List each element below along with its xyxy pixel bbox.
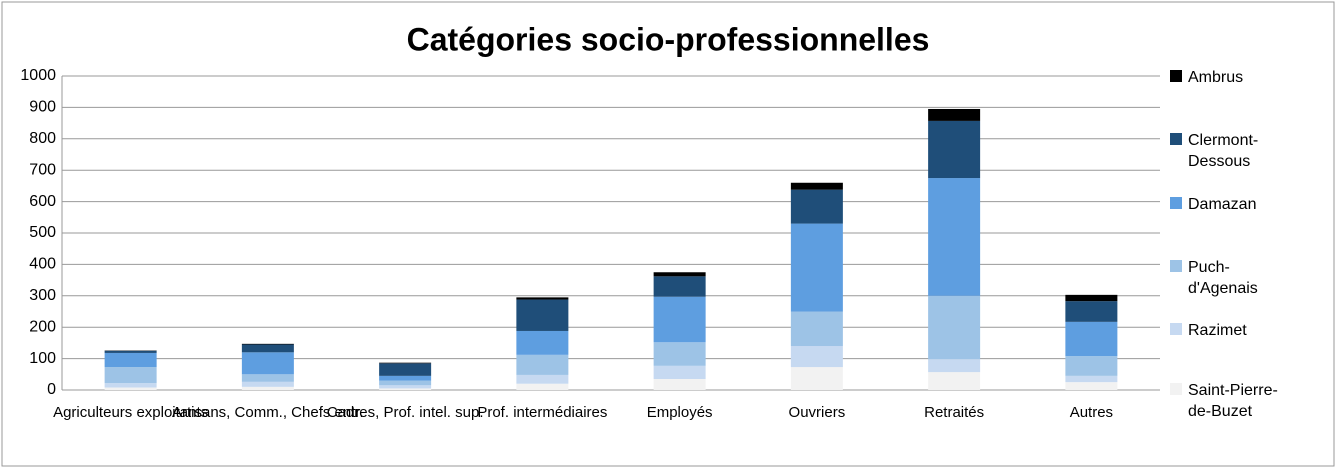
bar-segment	[516, 383, 569, 390]
legend-swatch	[1170, 197, 1182, 209]
x-tick-label: Cadres, Prof. intel. sup.	[327, 404, 484, 421]
y-tick-label: 200	[29, 318, 56, 335]
bar-segment	[653, 272, 706, 277]
bar-segment	[1065, 301, 1118, 322]
bar-segment	[928, 372, 981, 390]
legend-item: Damazan	[1170, 194, 1288, 215]
legend-label: Razimet	[1188, 322, 1247, 339]
legend-swatch	[1170, 260, 1182, 272]
bar-segment	[653, 342, 706, 366]
bar-segment	[790, 223, 843, 312]
bar-segment	[1065, 382, 1118, 390]
x-tick-label: Prof. intermédiaires	[477, 404, 607, 421]
bar-segment	[379, 362, 432, 364]
bar-segment	[104, 352, 157, 368]
bar-segment	[241, 343, 294, 345]
x-tick-label: Retraités	[924, 404, 984, 421]
bar-segment	[241, 374, 294, 382]
bar-segment	[653, 365, 706, 380]
legend-item: Ambrus	[1170, 67, 1288, 88]
bar-segment	[104, 367, 157, 384]
bar-segment	[928, 295, 981, 360]
bar-segment	[104, 350, 157, 353]
bar-segment	[379, 363, 432, 376]
bar-segment	[928, 178, 981, 296]
bar-segment	[1065, 356, 1118, 376]
bar-segment	[1065, 375, 1118, 383]
y-tick-label: 900	[29, 99, 56, 116]
bar-segment	[790, 182, 843, 190]
legend-item: Puch-d'Agenais	[1170, 257, 1288, 299]
bar-segment	[790, 189, 843, 224]
y-tick-label: 300	[29, 287, 56, 304]
y-tick-label: 500	[29, 224, 56, 241]
y-tick-label: 0	[47, 381, 56, 398]
legend-item: Razimet	[1170, 320, 1288, 341]
bar-segment	[516, 354, 569, 375]
bar-segment	[790, 311, 843, 347]
bar-segment	[516, 297, 569, 300]
bar-segment	[241, 386, 294, 390]
y-tick-label: 100	[29, 350, 56, 367]
y-tick-label: 400	[29, 256, 56, 273]
legend-label: Saint-Pierre-de-Buzet	[1188, 382, 1278, 420]
x-tick-label: Autres	[1070, 404, 1113, 421]
bar-segment	[653, 379, 706, 390]
bar-segment	[379, 388, 432, 390]
y-tick-label: 800	[29, 130, 56, 147]
legend-label: Ambrus	[1188, 69, 1244, 86]
bar-segment	[379, 385, 432, 389]
bar-segment	[241, 352, 294, 375]
legend-label: Puch-d'Agenais	[1188, 259, 1258, 297]
legend-swatch	[1170, 323, 1182, 335]
legend-label: Clermont-Dessous	[1188, 132, 1259, 170]
y-tick-label: 1000	[20, 67, 56, 84]
bar-segment	[379, 380, 432, 386]
x-tick-label: Agriculteurs exploitants	[53, 404, 208, 421]
x-tick-label: Artisans, Comm., Chefs entr.	[172, 404, 364, 421]
legend-item: Clermont-Dessous	[1170, 130, 1288, 172]
bar-segment	[928, 108, 981, 121]
legend-label: Damazan	[1188, 196, 1257, 213]
legend-swatch	[1170, 133, 1182, 145]
x-tick-label: Ouvriers	[789, 404, 846, 421]
legend-swatch	[1170, 70, 1182, 82]
bar-segment	[1065, 321, 1118, 357]
bar-segment	[653, 296, 706, 343]
x-tick-label: Employés	[647, 404, 713, 421]
bar-segment	[516, 374, 569, 384]
bar-segment	[516, 330, 569, 355]
bar-segment	[516, 299, 569, 331]
bar-segment	[104, 387, 157, 390]
bar-segment	[379, 375, 432, 381]
bar-segment	[1065, 294, 1118, 302]
bar-segment	[653, 276, 706, 297]
bar-segment	[790, 367, 843, 390]
chart-title: Catégories socio-professionnelles	[407, 21, 930, 57]
bar-segment	[104, 383, 157, 388]
bar-segment	[790, 346, 843, 368]
bar-segment	[241, 381, 294, 387]
bar-segment	[241, 344, 294, 353]
legend-item: Saint-Pierre-de-Buzet	[1170, 380, 1288, 422]
y-tick-label: 600	[29, 193, 56, 210]
bar-segment	[928, 359, 981, 373]
y-tick-label: 700	[29, 161, 56, 178]
bar-segment	[928, 120, 981, 179]
legend-swatch	[1170, 383, 1182, 395]
